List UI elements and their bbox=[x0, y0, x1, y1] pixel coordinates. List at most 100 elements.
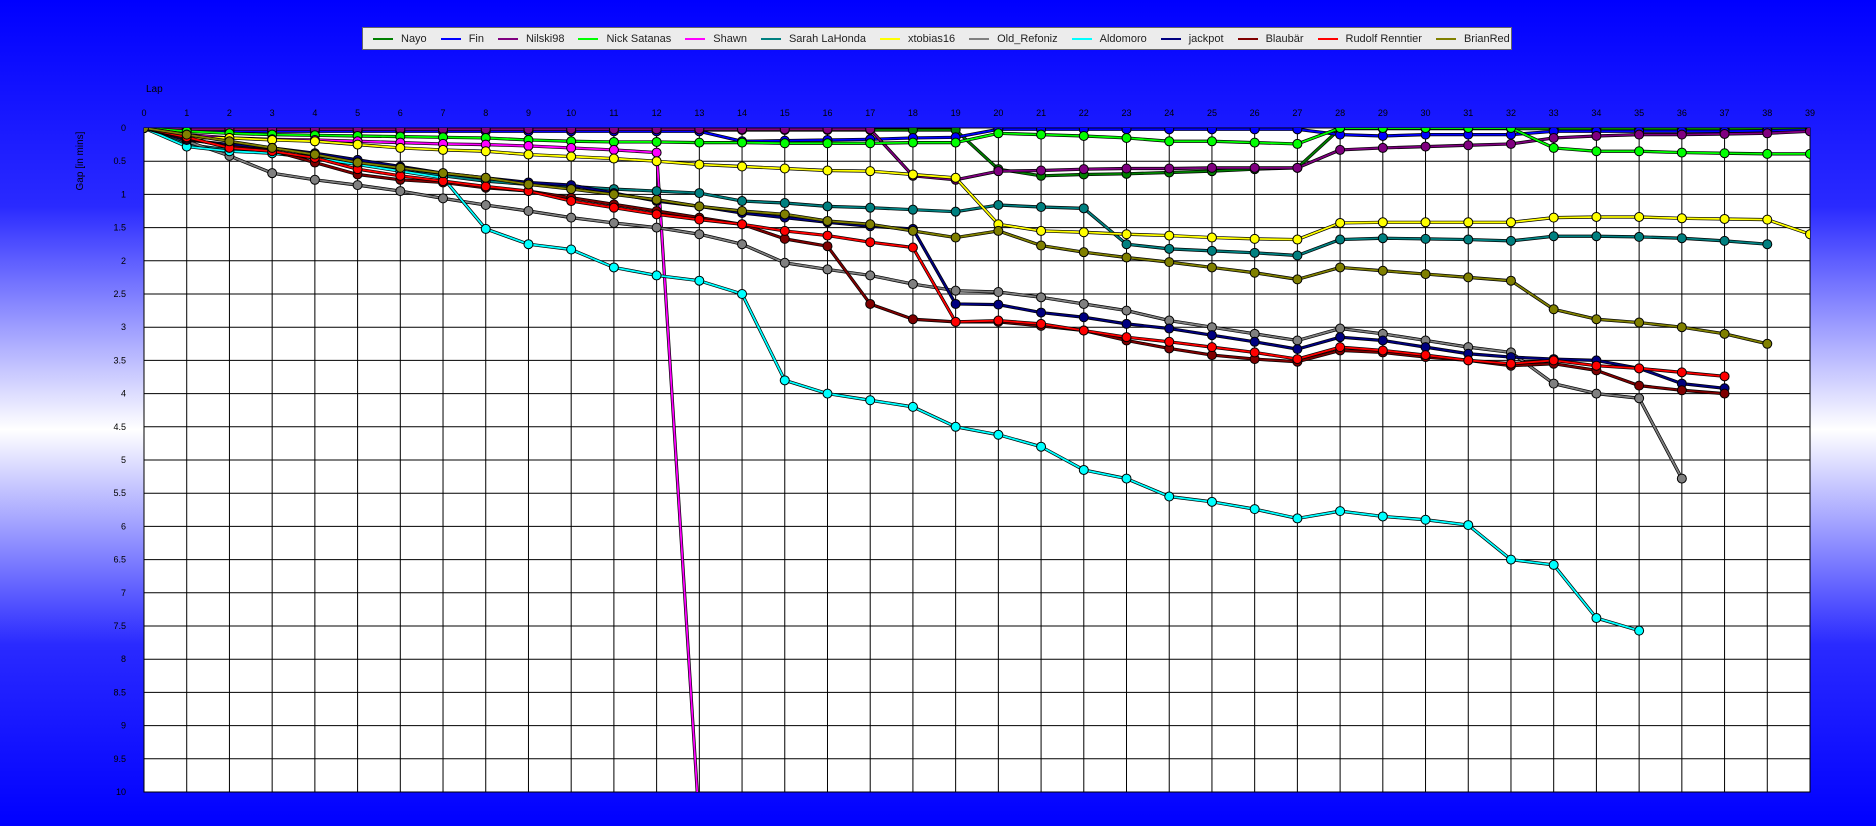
data-point bbox=[1121, 132, 1132, 143]
data-point bbox=[1591, 314, 1602, 325]
data-point bbox=[950, 172, 961, 183]
legend-item-nick-satanas: Nick Satanas bbox=[578, 33, 671, 45]
data-point bbox=[438, 144, 449, 155]
data-point bbox=[1206, 128, 1217, 135]
data-point bbox=[1078, 130, 1089, 141]
data-point bbox=[608, 189, 619, 200]
y-tick-label: 7.5 bbox=[113, 621, 126, 631]
x-tick-label: 0 bbox=[141, 108, 146, 118]
data-point bbox=[1719, 213, 1730, 224]
data-point bbox=[1805, 229, 1810, 240]
data-point bbox=[1591, 388, 1602, 399]
data-point bbox=[993, 225, 1004, 236]
y-tick-label: 6 bbox=[121, 521, 126, 531]
data-point bbox=[395, 186, 406, 197]
data-point bbox=[993, 299, 1004, 310]
data-point bbox=[1335, 144, 1346, 155]
legend-item-aldomoro: Aldomoro bbox=[1071, 33, 1147, 45]
data-point bbox=[1634, 317, 1645, 328]
data-point bbox=[1249, 267, 1260, 278]
data-point bbox=[1719, 371, 1730, 382]
data-point bbox=[694, 128, 705, 135]
data-point bbox=[1121, 239, 1132, 250]
data-point bbox=[1762, 128, 1773, 139]
x-tick-label: 23 bbox=[1122, 108, 1132, 118]
data-point bbox=[1164, 336, 1175, 347]
data-point bbox=[907, 401, 918, 412]
data-point bbox=[1505, 217, 1516, 228]
x-tick-label: 24 bbox=[1164, 108, 1174, 118]
data-point bbox=[1548, 304, 1559, 315]
x-tick-label: 10 bbox=[566, 108, 576, 118]
data-point bbox=[779, 128, 790, 135]
data-point bbox=[1505, 138, 1516, 149]
x-tick-label: 18 bbox=[908, 108, 918, 118]
data-point bbox=[1805, 148, 1810, 159]
legend-swatch bbox=[1317, 37, 1338, 40]
data-point bbox=[1505, 235, 1516, 246]
series-nick-satanas bbox=[144, 128, 1810, 159]
legend-label: xtobias16 bbox=[908, 32, 956, 45]
data-point bbox=[1377, 142, 1388, 153]
y-tick-label: 2.5 bbox=[113, 289, 126, 299]
data-point bbox=[1164, 491, 1175, 502]
x-tick-label: 9 bbox=[526, 108, 531, 118]
data-point bbox=[1206, 496, 1217, 507]
data-point bbox=[651, 222, 662, 233]
y-tick-label: 0.5 bbox=[113, 156, 126, 166]
data-point bbox=[1078, 312, 1089, 323]
data-point bbox=[1164, 230, 1175, 241]
data-point bbox=[907, 314, 918, 325]
data-point bbox=[1121, 318, 1132, 329]
data-point bbox=[1121, 305, 1132, 316]
data-point bbox=[1676, 322, 1687, 333]
data-point bbox=[309, 136, 320, 147]
legend-label: Fin bbox=[468, 32, 484, 45]
data-point bbox=[523, 149, 534, 160]
data-point bbox=[651, 136, 662, 147]
data-point bbox=[1548, 559, 1559, 570]
data-point bbox=[1634, 625, 1645, 636]
x-tick-label: 16 bbox=[822, 108, 832, 118]
data-point bbox=[1377, 128, 1388, 133]
data-point bbox=[1249, 233, 1260, 244]
x-axis-title: Lap bbox=[146, 84, 163, 95]
data-point bbox=[694, 137, 705, 148]
data-point bbox=[651, 186, 662, 197]
data-point bbox=[480, 172, 491, 183]
data-point bbox=[779, 225, 790, 236]
data-point bbox=[822, 241, 833, 252]
series-line bbox=[144, 128, 1810, 241]
data-point bbox=[1505, 128, 1516, 133]
data-point bbox=[993, 200, 1004, 211]
data-point bbox=[1719, 328, 1730, 339]
data-point bbox=[1292, 344, 1303, 355]
data-point bbox=[865, 128, 876, 135]
data-point bbox=[438, 168, 449, 179]
data-point bbox=[737, 206, 748, 216]
data-point bbox=[993, 315, 1004, 326]
data-point bbox=[1036, 129, 1047, 140]
legend: Nayo Fin Nilski98 Nick Satanas Shawn Sarah La… bbox=[362, 27, 1512, 50]
data-point bbox=[651, 128, 662, 135]
legend-swatch bbox=[969, 37, 990, 40]
data-point bbox=[1249, 247, 1260, 258]
data-point bbox=[608, 217, 619, 228]
data-point bbox=[950, 206, 961, 217]
legend-swatch bbox=[685, 37, 706, 40]
data-point bbox=[865, 166, 876, 177]
data-point bbox=[480, 223, 491, 234]
y-tick-label: 9.5 bbox=[113, 754, 126, 764]
data-point bbox=[1591, 146, 1602, 157]
data-point bbox=[1335, 128, 1346, 133]
data-point bbox=[1164, 323, 1175, 334]
data-point bbox=[1634, 231, 1645, 242]
data-point bbox=[1036, 240, 1047, 251]
data-point bbox=[1164, 128, 1175, 135]
data-point bbox=[1591, 613, 1602, 624]
y-tick-label: 3 bbox=[121, 322, 126, 332]
legend-swatch bbox=[880, 37, 900, 40]
data-point bbox=[1206, 162, 1217, 173]
data-point bbox=[1121, 473, 1132, 484]
data-point bbox=[1548, 378, 1559, 389]
